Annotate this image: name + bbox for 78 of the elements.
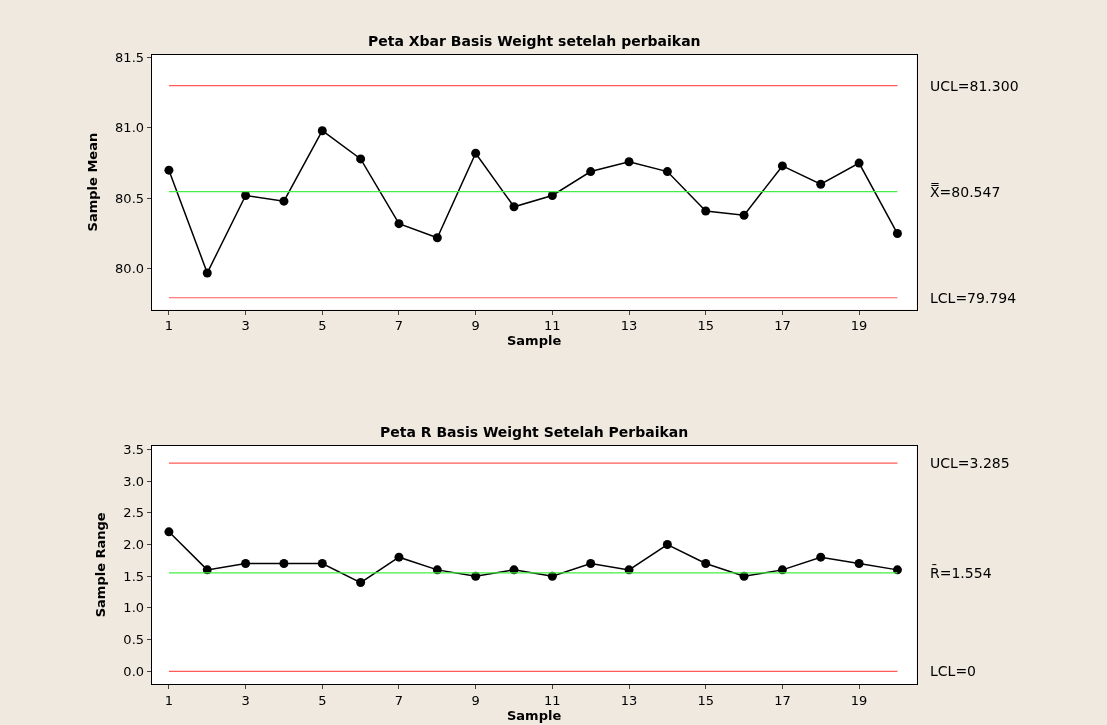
point [356, 578, 366, 588]
x-tick-label: 11 [544, 692, 561, 708]
x-tick-label: 17 [774, 318, 791, 334]
point [777, 161, 787, 171]
y-tick-label: 3.0 [123, 473, 145, 489]
x-tick-label: 1 [164, 318, 174, 334]
point [241, 191, 251, 200]
point [164, 527, 174, 537]
y-tick-label: 80.0 [115, 261, 145, 277]
y-axis-title: Sample Mean [85, 132, 101, 232]
point [241, 559, 251, 569]
x-tick-label: 11 [544, 318, 561, 334]
point [509, 202, 519, 212]
point [317, 559, 327, 569]
point [854, 158, 864, 168]
y-tick-label: 81.0 [115, 120, 145, 136]
y-tick-label: 81.5 [115, 50, 145, 66]
point [816, 179, 826, 189]
y-axis-title: Sample Range [93, 512, 109, 618]
x-tick-label: 7 [394, 692, 404, 708]
x-tick-label: 3 [241, 318, 250, 334]
point [892, 229, 902, 239]
chart-title: Peta Xbar Basis Weight setelah perbaikan [368, 33, 701, 49]
chart-title: Peta R Basis Weight Setelah Perbaikan [380, 424, 689, 440]
point [471, 148, 481, 158]
point [394, 552, 404, 562]
point [279, 559, 289, 569]
point [356, 154, 366, 164]
point [279, 196, 289, 206]
ref-line-label: UCL=3.285 [930, 455, 1010, 471]
point [701, 206, 711, 216]
y-tick-label: 1.0 [123, 600, 145, 616]
y-tick-label: 0.0 [123, 663, 145, 679]
x-tick-label: 15 [697, 318, 714, 334]
point [624, 157, 634, 167]
ref-line-label: UCL=81.300 [930, 78, 1019, 94]
point [586, 559, 596, 569]
x-axis-title: Sample [506, 333, 562, 349]
y-tick-label: 2.0 [123, 537, 145, 553]
x-axis-title: Sample [506, 707, 562, 723]
x-tick-label: 3 [241, 692, 250, 708]
point [547, 191, 557, 200]
x-tick-label: 5 [318, 318, 327, 334]
point [701, 559, 711, 569]
point [471, 571, 481, 581]
y-tick-label: 1.5 [123, 568, 145, 584]
point [662, 167, 672, 177]
point [394, 219, 404, 229]
x-tick-label: 1 [164, 692, 174, 708]
x-tick-label: 17 [774, 692, 791, 708]
x-tick-label: 9 [471, 318, 480, 334]
x-tick-label: 13 [620, 692, 638, 708]
y-tick-label: 2.5 [123, 505, 145, 521]
x-tick-label: 13 [620, 318, 638, 334]
y-tick-label: 80.5 [115, 190, 145, 206]
point [202, 268, 212, 278]
x-tick-label: 19 [850, 318, 868, 334]
x-tick-label: 5 [318, 692, 327, 708]
ref-line-label: LCL=79.794 [930, 290, 1017, 306]
x-tick-label: 7 [394, 318, 404, 334]
x-tick-label: 19 [850, 692, 868, 708]
point [892, 565, 902, 575]
point [662, 540, 672, 550]
point [854, 559, 864, 569]
ref-line-label: LCL=0 [930, 663, 977, 679]
x-tick-label: 9 [471, 692, 480, 708]
point [317, 126, 327, 136]
point [547, 571, 557, 581]
y-tick-label: 3.5 [123, 441, 145, 457]
y-tick-label: 0.5 [123, 632, 145, 648]
point [164, 165, 174, 175]
ref-line-label: R̄=1.554 [930, 564, 992, 581]
point [432, 233, 442, 243]
ref-line-label: X̿=80.547 [930, 183, 1001, 200]
point [739, 210, 749, 220]
x-tick-label: 15 [697, 692, 714, 708]
point [816, 552, 826, 562]
point [586, 167, 596, 177]
